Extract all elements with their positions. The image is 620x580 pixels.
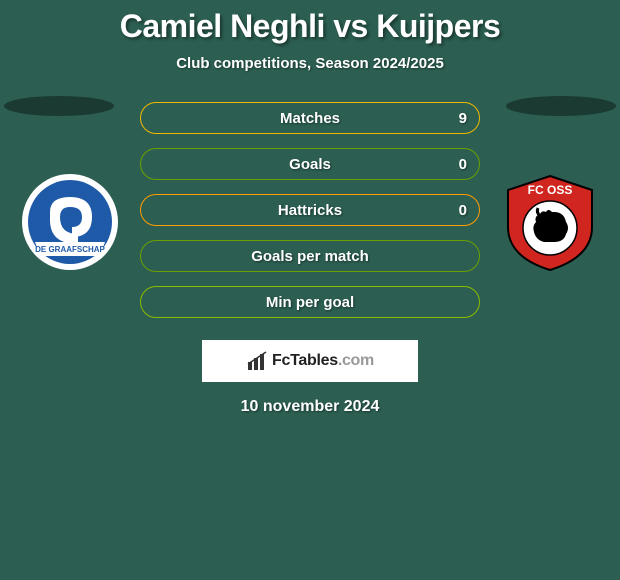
stat-label: Goals xyxy=(289,156,331,173)
club-badge-right: FC OSS xyxy=(500,172,600,272)
stat-label: Goals per match xyxy=(251,248,369,265)
stat-label: Hattricks xyxy=(278,202,342,219)
footer-date: 10 november 2024 xyxy=(0,398,620,416)
brand-main: FcTables xyxy=(272,352,338,369)
page-subtitle: Club competitions, Season 2024/2025 xyxy=(0,55,620,72)
brand-box: FcTables.com xyxy=(202,340,418,382)
stat-right-value: 9 xyxy=(459,110,467,127)
bar-chart-icon xyxy=(246,350,268,372)
player-right-placeholder xyxy=(506,96,616,116)
stat-row-goals: Goals 0 xyxy=(140,148,480,180)
fc-oss-badge-icon: FC OSS xyxy=(500,172,600,272)
comparison-content: DE GRAAFSCHAP FC OSS Matches9Goals0Hattr… xyxy=(0,102,620,416)
player-left-placeholder xyxy=(4,96,114,116)
stat-row-gpm: Goals per match xyxy=(140,240,480,272)
stat-right-value: 0 xyxy=(459,156,467,173)
player-right-slot xyxy=(506,96,616,136)
stat-label: Min per goal xyxy=(266,294,354,311)
stat-label: Matches xyxy=(280,110,340,127)
brand-domain: .com xyxy=(338,352,374,369)
page-title: Camiel Neghli vs Kuijpers xyxy=(0,0,620,45)
fc-oss-label-text: FC OSS xyxy=(528,183,573,197)
brand-text: FcTables.com xyxy=(272,352,374,370)
stat-rows: Matches 9 Goals 0 Hattricks 0 Goals per match M… xyxy=(140,102,480,318)
player-left-slot xyxy=(4,96,114,136)
stat-row-hattricks: Hattricks 0 xyxy=(140,194,480,226)
graafschap-badge-icon: DE GRAAFSCHAP xyxy=(20,172,120,272)
stat-row-mpg: Min per goal xyxy=(140,286,480,318)
club-badge-left: DE GRAAFSCHAP xyxy=(20,172,120,272)
stat-row-matches: Matches 9 xyxy=(140,102,480,134)
stat-right-value: 0 xyxy=(459,202,467,219)
graafschap-banner-text: DE GRAAFSCHAP xyxy=(35,245,105,254)
